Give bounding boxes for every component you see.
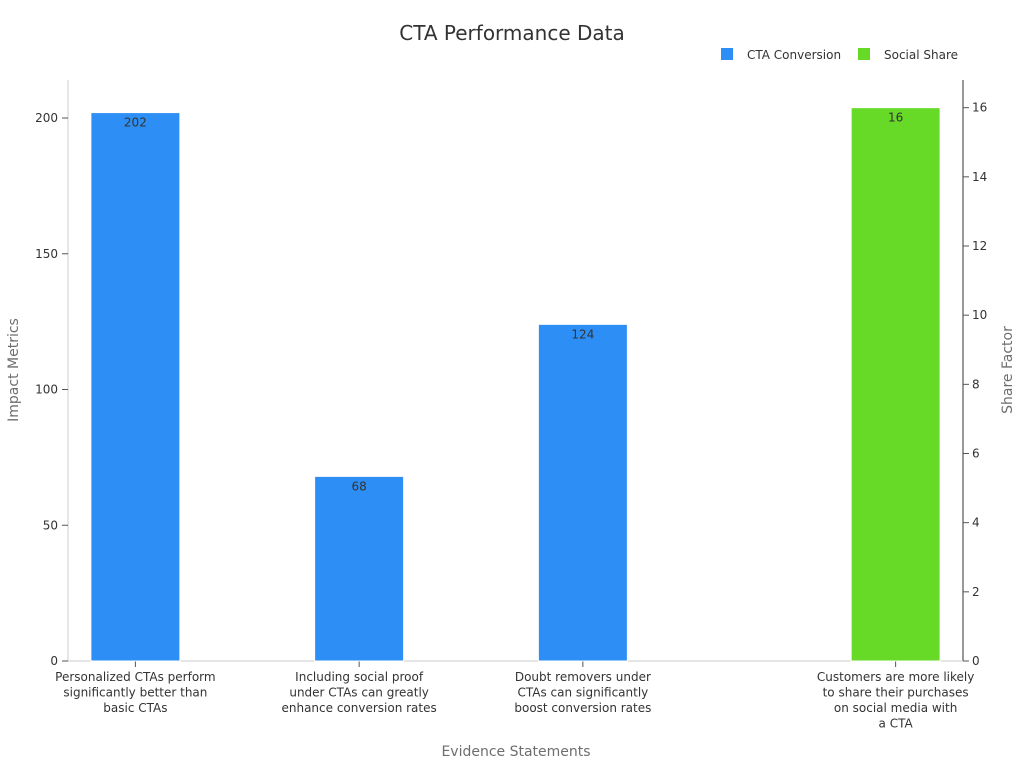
y2-tick-label: 8 [972,377,980,391]
x-category-label: Personalized CTAs perform [55,670,215,684]
bar-data-label: 16 [888,111,903,125]
y2-axis-title: Share Factor [1000,326,1016,414]
bars [90,107,941,662]
bar-data-label: 202 [124,116,147,130]
x-category-label: significantly better than [63,686,207,700]
x-category-label: CTAs can significantly [517,686,648,700]
y2-tick-label: 4 [972,516,980,530]
y-tick-label: 50 [43,518,58,532]
bar-social-share [850,107,941,662]
legend-swatch-social-share [858,48,870,60]
y2-tick-label: 0 [972,654,980,668]
x-category-label: under CTAs can greatly [289,686,429,700]
y-tick-label: 200 [35,111,58,125]
y2-tick-label: 2 [972,585,980,599]
y-tick-label: 0 [50,654,58,668]
x-axis-title: Evidence Statements [441,744,590,760]
y2-tick-label: 16 [972,101,987,115]
x-category-label: on social media with [834,701,957,715]
y-tick-label: 100 [35,383,58,397]
y2-tick-label: 12 [972,239,987,253]
x-axis: Personalized CTAs perform significantly b… [55,660,974,731]
x-category-label: basic CTAs [103,701,167,715]
x-category-label: to share their purchases [823,686,969,700]
bar-labels: 202 68 124 16 [124,111,903,494]
x-category-label: Doubt removers under [515,670,651,684]
y-axis-title: Impact Metrics [6,318,22,422]
y-axis-left: 0 50 100 150 200 [35,80,69,668]
bar-cta-conversion [537,323,628,662]
y2-tick-label: 14 [972,170,987,184]
x-category-label: a CTA [879,717,914,731]
legend: CTA Conversion Social Share [721,48,958,62]
bar-cta-conversion [90,112,181,662]
legend-label-social-share: Social Share [884,48,958,62]
y-axis-right: 0 2 4 6 8 10 12 14 16 [962,80,987,668]
x-category-label: enhance conversion rates [281,701,436,715]
y2-tick-label: 6 [972,447,980,461]
bar-data-label: 124 [571,327,594,341]
x-category-label: Customers are more likely [817,670,974,684]
y-tick-label: 150 [35,247,58,261]
legend-label-cta-conversion: CTA Conversion [747,48,841,62]
x-category-label: Including social proof [295,670,424,684]
bar-cta-conversion [314,475,405,662]
x-category-label: boost conversion rates [514,701,651,715]
bar-data-label: 68 [351,479,366,493]
y2-tick-label: 10 [972,308,987,322]
chart-title: CTA Performance Data [399,21,625,45]
legend-swatch-cta-conversion [721,48,733,60]
